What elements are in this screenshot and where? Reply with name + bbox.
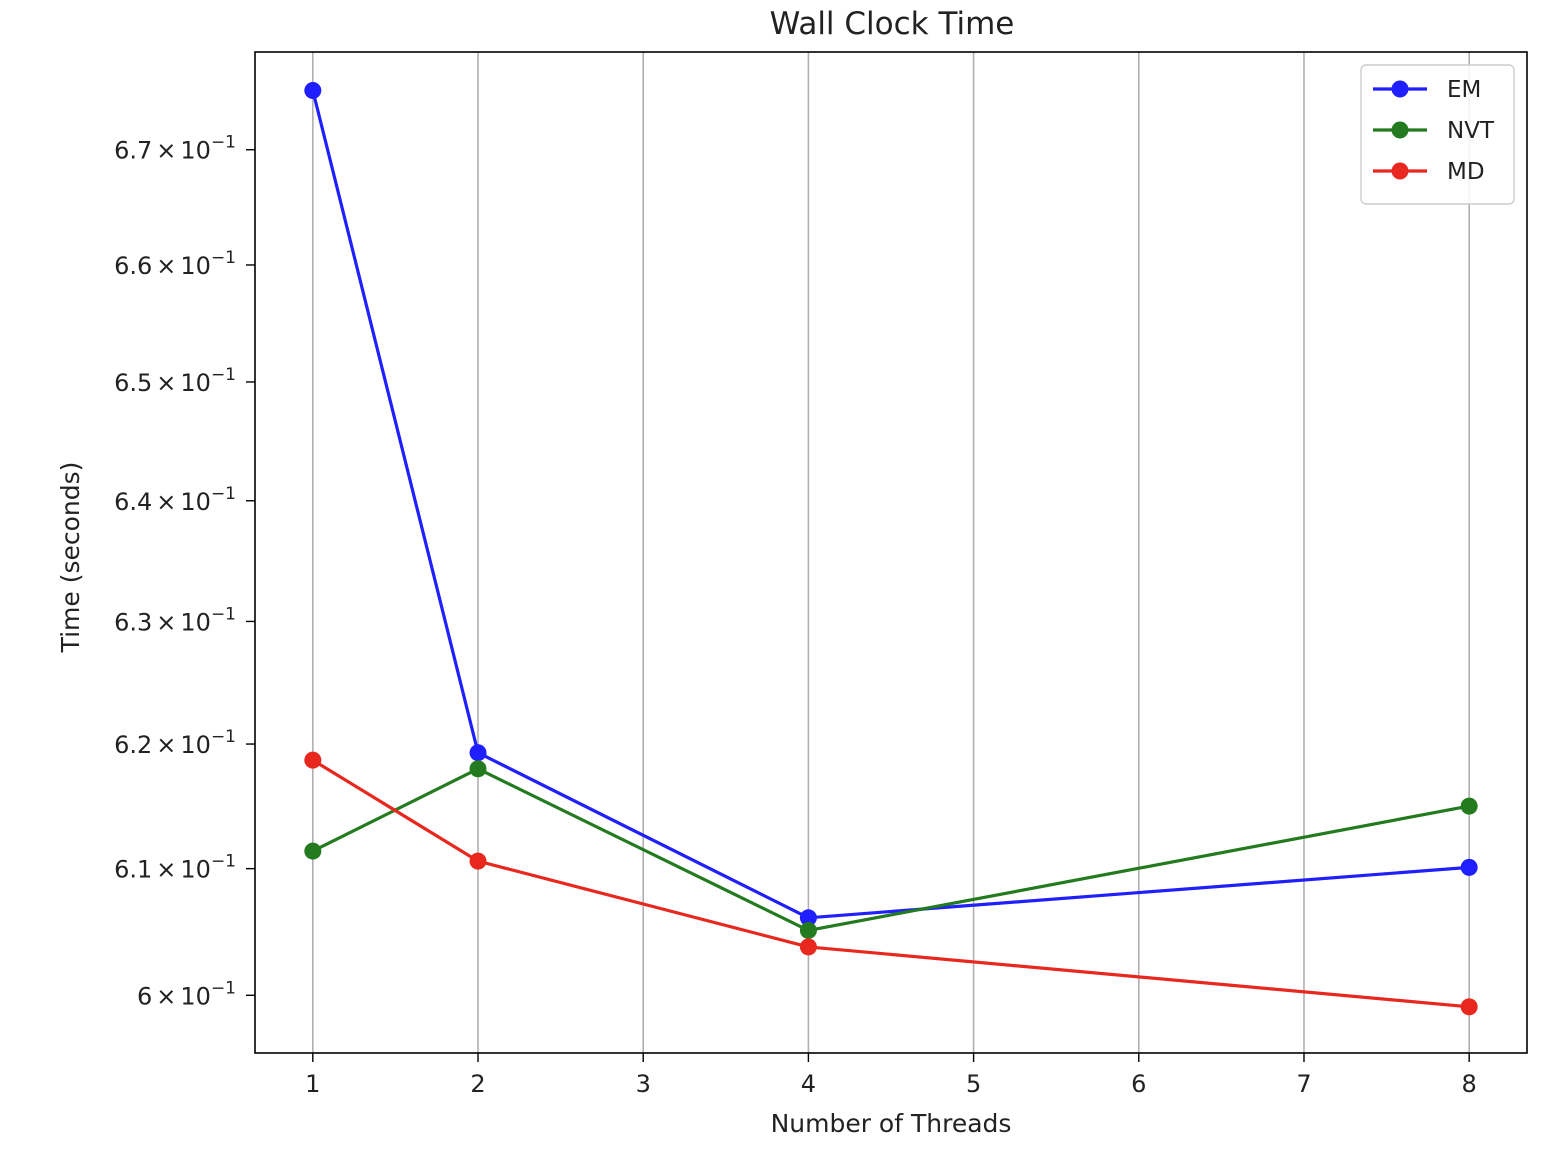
legend: EM NVT MD (1360, 64, 1515, 205)
data-point-md (799, 938, 817, 956)
y-tick-times-sign: × (156, 252, 176, 280)
y-tick-exponent: −1 (211, 484, 236, 504)
y-tick-exponent: −1 (211, 248, 236, 268)
y-tick-label-text: 6.6 × 10−1 (114, 248, 236, 280)
y-tick-times-sign: × (156, 137, 176, 165)
y-axis-label: Time (seconds) (56, 462, 85, 654)
y-tick-mantissa: 6.5 (114, 369, 152, 397)
y-tick-base: 10 (180, 137, 211, 165)
y-tick-label: 6.7 × 10−1 (114, 133, 236, 165)
series-group (304, 81, 1478, 1016)
x-tick-label: 2 (470, 1070, 485, 1098)
legend-marker (1391, 80, 1409, 98)
y-tick-exponent: −1 (211, 727, 236, 747)
y-tick-mantissa: 6.7 (114, 137, 152, 165)
data-point-em (799, 909, 817, 927)
y-tick-label-text: 6 × 10−1 (137, 978, 236, 1010)
y-tick-label: 6.2 × 10−1 (114, 727, 236, 759)
x-tick-label: 4 (801, 1070, 816, 1098)
y-tick-label-text: 6.4 × 10−1 (114, 484, 236, 516)
y-tick-times-sign: × (156, 488, 176, 516)
data-point-em (469, 744, 487, 762)
y-tick-mantissa: 6.4 (114, 488, 152, 516)
data-point-md (1460, 998, 1478, 1016)
series-em (304, 81, 1478, 927)
y-tick-label: 6.1 × 10−1 (114, 852, 236, 884)
y-tick-times-sign: × (156, 856, 176, 884)
y-tick-mantissa: 6.3 (114, 608, 152, 636)
y-tick-times-sign: × (156, 731, 176, 759)
y-tick-base: 10 (180, 252, 211, 280)
y-tick-label-text: 6.1 × 10−1 (114, 852, 236, 884)
series-line-md (311, 758, 1470, 1009)
y-tick-base: 10 (180, 856, 211, 884)
legend-item-nvt: NVT (1373, 118, 1495, 144)
y-tick-label: 6.4 × 10−1 (114, 484, 236, 516)
data-point-em (1460, 858, 1478, 876)
y-tick-label-text: 6.7 × 10−1 (114, 133, 236, 165)
y-tick-exponent: −1 (211, 133, 236, 153)
x-tick-label: 6 (1131, 1070, 1146, 1098)
x-tick-label: 1 (305, 1070, 320, 1098)
y-tick-base: 10 (180, 369, 211, 397)
y-tick-label-text: 6.2 × 10−1 (114, 727, 236, 759)
chart-title: Wall Clock Time (770, 6, 1015, 42)
series-line-em (311, 90, 1470, 920)
x-axis-label: Number of Threads (771, 1109, 1012, 1138)
y-tick-label: 6.5 × 10−1 (114, 365, 236, 397)
y-tick-base: 10 (180, 608, 211, 636)
series-md (304, 751, 1478, 1016)
y-tick-exponent: −1 (211, 604, 236, 624)
y-tick-label: 6.3 × 10−1 (114, 604, 236, 636)
x-tick-label: 5 (966, 1070, 981, 1098)
y-tick-label: 6 × 10−1 (137, 978, 236, 1010)
y-axis: 6 × 10−16.1 × 10−16.2 × 10−16.3 × 10−16.4 × 10−16.… (114, 133, 255, 1010)
y-tick-exponent: −1 (211, 978, 236, 998)
y-tick-base: 10 (180, 982, 211, 1010)
y-tick-exponent: −1 (211, 852, 236, 872)
y-tick-exponent: −1 (211, 365, 236, 385)
grid-lines (312, 52, 1470, 1053)
data-point-em (304, 81, 322, 99)
legend-label: MD (1447, 159, 1485, 185)
data-point-nvt (304, 842, 322, 860)
data-point-nvt (1460, 797, 1478, 815)
legend-item-em: EM (1373, 77, 1481, 103)
data-point-nvt (469, 760, 487, 778)
x-axis: 1 2 3 4 5 6 7 8 (305, 1053, 1477, 1098)
x-tick-label: 7 (1296, 1070, 1311, 1098)
x-tick-label: 8 (1462, 1070, 1477, 1098)
legend-label: EM (1447, 77, 1481, 103)
y-tick-mantissa: 6.2 (114, 731, 152, 759)
legend-marker (1391, 121, 1409, 139)
y-tick-label-text: 6.3 × 10−1 (114, 604, 236, 636)
data-point-nvt (799, 921, 817, 939)
legend-marker (1391, 162, 1409, 180)
y-tick-times-sign: × (156, 369, 176, 397)
data-point-md (304, 751, 322, 769)
y-tick-base: 10 (180, 731, 211, 759)
y-tick-label: 6.6 × 10−1 (114, 248, 236, 280)
y-tick-base: 10 (180, 488, 211, 516)
y-tick-mantissa: 6 (137, 982, 152, 1010)
y-tick-times-sign: × (156, 982, 176, 1010)
y-tick-mantissa: 6.1 (114, 856, 152, 884)
y-tick-mantissa: 6.6 (114, 252, 152, 280)
y-tick-label-text: 6.5 × 10−1 (114, 365, 236, 397)
legend-item-md: MD (1373, 159, 1485, 185)
legend-label: NVT (1447, 118, 1495, 144)
y-tick-times-sign: × (156, 608, 176, 636)
plot-area-frame (254, 51, 1528, 1054)
data-point-md (469, 852, 487, 870)
x-tick-label: 3 (636, 1070, 651, 1098)
